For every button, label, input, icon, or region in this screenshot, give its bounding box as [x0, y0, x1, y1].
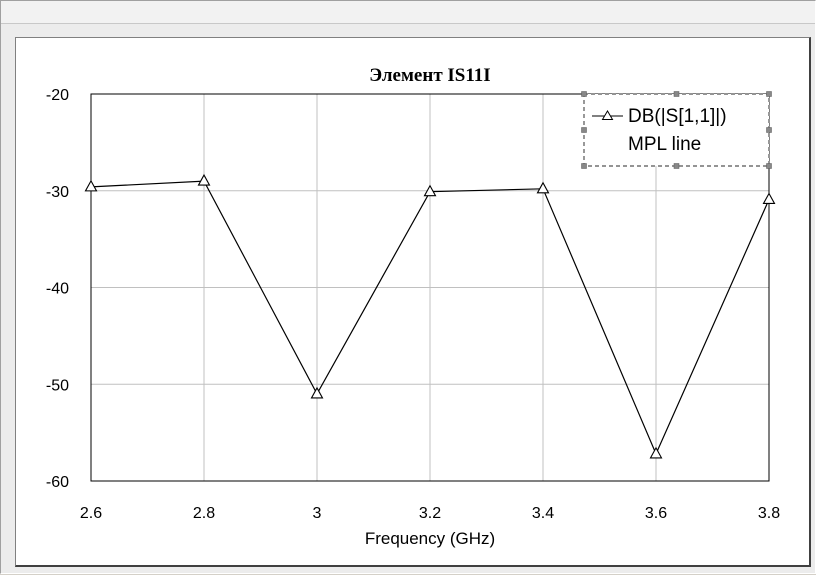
legend-entry-series: DB(|S[1,1]|) — [628, 106, 727, 127]
y-tick-label: -50 — [46, 377, 69, 394]
x-tick-label: 3.6 — [645, 505, 667, 522]
x-tick-label: 3.4 — [532, 505, 554, 522]
legend-resize-handle[interactable] — [581, 163, 587, 169]
plot-border — [90, 93, 770, 482]
y-tick-label: -40 — [46, 281, 69, 298]
legend-resize-handle[interactable] — [673, 91, 680, 97]
legend[interactable]: DB(|S[1,1]|) MPL line — [581, 91, 772, 169]
data-point-marker[interactable] — [310, 386, 324, 399]
chart-title: Элемент IS11I — [369, 65, 490, 86]
data-point-marker[interactable] — [649, 446, 663, 459]
data-point-marker[interactable] — [84, 179, 98, 192]
data-point-marker[interactable] — [536, 181, 550, 194]
x-tick-label: 3.8 — [758, 505, 780, 522]
x-tick-label: 2.6 — [80, 505, 102, 522]
tick-labels: 2.6 2.8 3 3.2 3.4 3.6 3.8 -20 -30 -40 -50 -60 — [46, 87, 780, 522]
legend-resize-handle[interactable] — [581, 127, 587, 133]
x-axis-label[interactable]: Frequency (GHz) — [365, 529, 495, 548]
legend-resize-handle[interactable] — [766, 91, 772, 97]
x-tick-label: 3 — [313, 505, 322, 522]
legend-resize-handle[interactable] — [581, 91, 587, 97]
data-point-marker[interactable] — [762, 192, 776, 205]
legend-resize-handle[interactable] — [766, 163, 772, 169]
data-point-marker[interactable] — [197, 173, 211, 186]
legend-entry-subtitle: MPL line — [628, 134, 701, 155]
legend-box[interactable] — [583, 93, 770, 167]
x-tick-label: 3.2 — [419, 505, 441, 522]
legend-resize-handle[interactable] — [673, 163, 680, 169]
legend-resize-handle[interactable] — [766, 127, 772, 133]
data-point-marker[interactable] — [423, 184, 437, 197]
legend-selection-handles[interactable] — [581, 91, 772, 169]
legend-marker-triangle — [601, 110, 614, 120]
series — [84, 173, 776, 459]
window-top-strip — [1, 1, 815, 24]
x-tick-label: 2.8 — [193, 505, 215, 522]
y-tick-label: -60 — [46, 474, 69, 491]
y-tick-label: -20 — [46, 87, 69, 104]
y-tick-label: -30 — [46, 184, 69, 201]
